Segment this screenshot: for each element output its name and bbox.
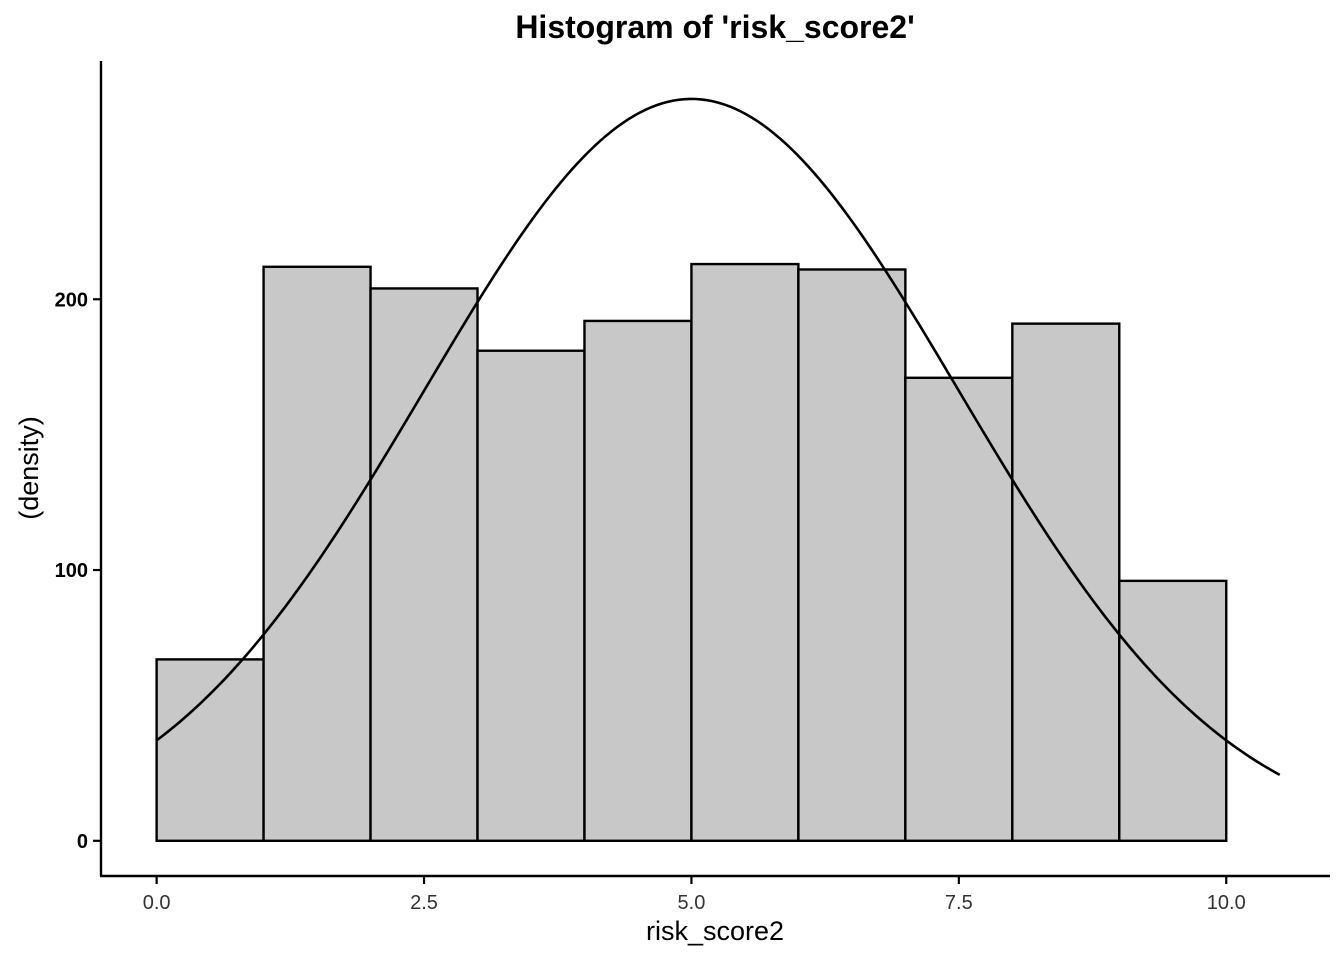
x-tick-label-2.5: 2.5 <box>410 892 438 914</box>
chart-title: Histogram of 'risk_score2' <box>515 9 914 45</box>
histogram-bar-5 <box>583 319 693 843</box>
x-axis-label: risk_score2 <box>646 916 784 946</box>
y-ticks-group: 0 100 200 <box>55 289 101 853</box>
y-axis-label: (density) <box>14 416 44 520</box>
histogram-bar-10 <box>1118 579 1228 843</box>
histogram-bar-3 <box>369 287 479 843</box>
histogram-bar-4 <box>476 349 586 843</box>
histogram-bar-1 <box>155 658 265 843</box>
histogram-bar-8 <box>904 376 1014 843</box>
y-tick-label-100: 100 <box>55 560 88 582</box>
histogram-bar-6 <box>690 262 800 843</box>
x-tick-label-7.5: 7.5 <box>945 892 973 914</box>
histogram-bar-2 <box>262 265 372 843</box>
y-tick-label-0: 0 <box>77 831 88 853</box>
y-tick-label-200: 200 <box>55 289 88 311</box>
x-tick-label-5.0: 5.0 <box>678 892 706 914</box>
x-ticks-group: 0.0 2.5 5.0 7.5 10.0 <box>143 876 1246 914</box>
histogram-bar-9 <box>1011 322 1121 843</box>
x-tick-label-0.0: 0.0 <box>143 892 171 914</box>
normal-density-curve <box>155 97 1281 776</box>
histogram-bar-7 <box>797 268 907 843</box>
bars-group <box>155 262 1228 843</box>
x-tick-label-10.0: 10.0 <box>1207 892 1246 914</box>
